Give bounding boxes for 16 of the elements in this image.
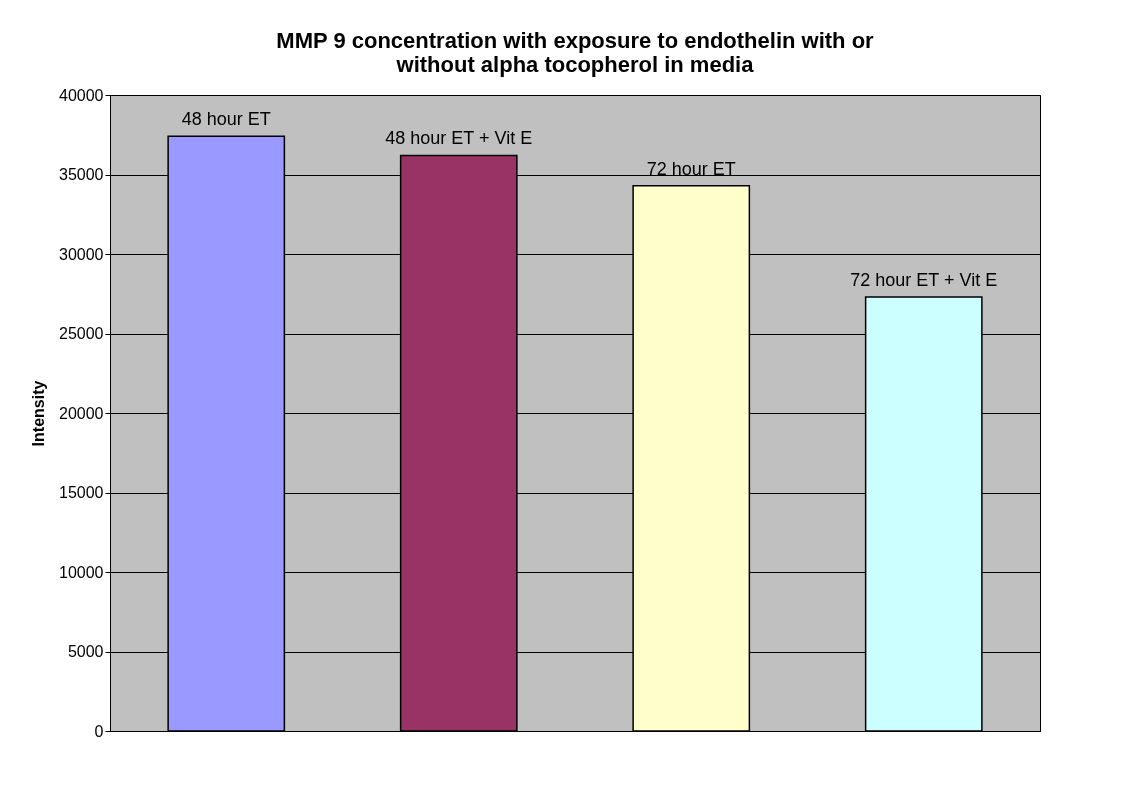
y-tick-label: 15000 bbox=[59, 484, 104, 501]
y-tick-label: 0 bbox=[94, 722, 104, 740]
y-tick-label: 20000 bbox=[59, 404, 104, 422]
y-tick-label: 30000 bbox=[59, 245, 104, 263]
y-axis-title: Intensity bbox=[30, 380, 48, 447]
y-tick-label: 10000 bbox=[59, 563, 104, 581]
y-tick-label: 40000 bbox=[59, 86, 104, 104]
x-tick-label: 72 hour ET + Vit E bbox=[850, 269, 998, 290]
y-tick-label: 35000 bbox=[59, 166, 104, 183]
x-tick-label: 48 hour ET bbox=[181, 109, 271, 130]
text: without alpha tocopherol in media bbox=[396, 52, 754, 77]
y-tick-label: 25000 bbox=[59, 325, 104, 342]
y-tick-label: 5000 bbox=[67, 643, 104, 660]
x-tick-label: 72 hour ET bbox=[646, 158, 736, 179]
x-tick-label: 48 hour ET + Vit E bbox=[385, 128, 533, 149]
text: MMP 9 concentration with exposure to endothelin with or bbox=[276, 28, 874, 53]
